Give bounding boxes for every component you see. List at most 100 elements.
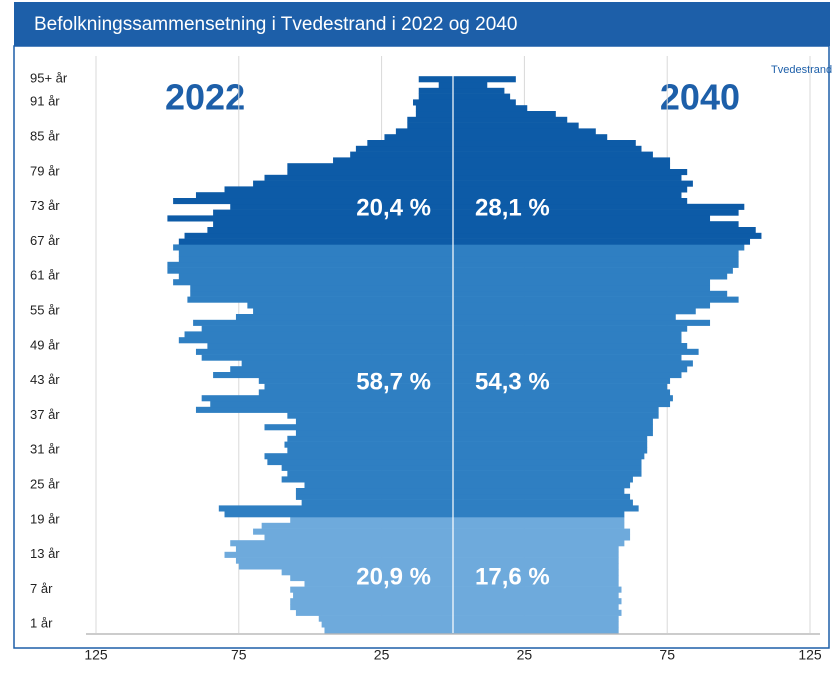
bar [281,464,453,471]
bar [418,87,453,94]
bar [264,424,453,431]
bar [453,569,619,576]
bar [210,401,453,408]
bar [453,563,619,570]
bar [453,354,682,361]
bar [453,151,653,158]
chart-title: Befolkningssammensetning i Tvedestrand i… [34,14,517,35]
bar [453,140,636,147]
bar [453,128,596,135]
y-tick-label: 55 år [30,303,60,318]
bar [453,551,619,558]
bar [453,389,671,396]
bar [195,348,453,355]
bar [453,87,505,94]
bar [453,105,528,112]
bar [167,215,453,222]
bar [453,464,642,471]
y-tick-label: 1 år [30,616,53,631]
bar [224,551,453,558]
bar [453,401,671,408]
bar [453,296,739,303]
bar [453,360,693,367]
bar [184,331,453,338]
bar [287,447,453,454]
bar [453,424,653,431]
group-share-label: 17,6 % [475,563,550,590]
bar [178,256,453,263]
bar [267,459,453,466]
bar [218,505,453,512]
bar [453,99,516,106]
bar [290,575,453,582]
bar [290,598,453,605]
bar [190,290,454,297]
bar [195,406,453,413]
bar [178,337,453,344]
bar [453,267,733,274]
source-label: Tvedestrand [771,64,832,76]
bar [453,186,688,193]
bar [453,476,633,483]
bar [304,580,453,587]
bar [187,296,453,303]
bar [290,604,453,611]
bar [350,151,453,158]
bar [453,441,648,448]
bar [453,122,579,129]
bar [453,343,688,350]
bar [213,372,453,379]
bar [453,348,699,355]
bar [264,534,453,541]
group-share-label: 28,1 % [475,194,550,221]
bar [167,261,453,268]
bar [321,621,453,628]
bar [453,145,642,152]
bar [453,180,693,187]
bar [453,209,739,216]
bar [253,528,453,535]
bar [453,453,645,460]
bar [261,522,453,529]
y-tick-label: 79 år [30,163,60,178]
bar [453,157,671,164]
bar [167,267,453,274]
bar [287,412,453,419]
bar [264,383,453,390]
bar [281,569,453,576]
bar [453,215,711,222]
bar [453,116,568,123]
bar [453,482,631,489]
bar [453,499,633,506]
bar [213,209,453,216]
bar [453,198,688,205]
series-title: 2040 [660,77,740,118]
bar [453,244,745,251]
bar [395,128,453,135]
bar [281,476,453,483]
bar [453,470,642,477]
x-tick-label: 25 [517,647,533,663]
y-tick-label: 13 år [30,546,60,561]
bar [453,580,619,587]
bar [287,169,453,176]
bar [258,377,453,384]
bar [418,93,453,100]
bar [453,169,688,176]
bar [173,244,453,251]
y-tick-label: 67 år [30,233,60,248]
bar [453,134,608,141]
bar [213,221,453,228]
bar [453,528,631,535]
bar [184,232,453,239]
bar [453,314,676,321]
bar [241,360,453,367]
bar [453,273,728,280]
bar [195,192,453,199]
bar [178,238,453,245]
bar [453,511,625,518]
bar [453,250,739,257]
bar [453,430,653,437]
bar [235,546,453,553]
